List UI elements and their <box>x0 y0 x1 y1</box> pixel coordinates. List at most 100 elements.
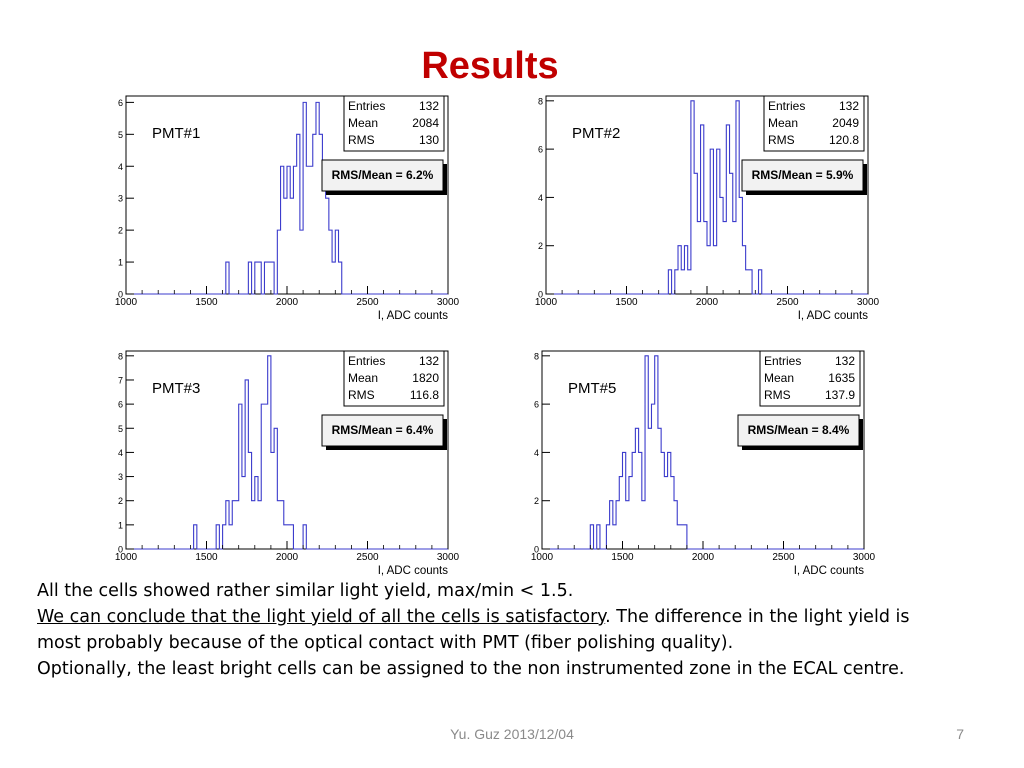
y-tick-label: 5 <box>118 424 123 434</box>
stats-rms-value: 137.9 <box>825 388 855 402</box>
footer-author-date: Yu. Guz 2013/12/04 <box>450 726 574 742</box>
y-tick-label: 8 <box>118 351 123 361</box>
page-number: 7 <box>956 726 964 742</box>
histogram-line <box>542 355 864 550</box>
y-tick-label: 6 <box>534 400 539 410</box>
x-tick-label: 1500 <box>615 297 638 308</box>
x-tick-label: 2000 <box>276 552 299 563</box>
stats-rms-label: RMS <box>348 133 375 147</box>
x-tick-label: 2500 <box>356 297 379 308</box>
annotation-box <box>321 414 444 447</box>
x-tick-label: 1000 <box>115 552 138 563</box>
rms-mean-annotation: RMS/Mean = 6.2% <box>332 168 434 182</box>
histogram-svg: 1000 1500 2000 2500 3000 0 1 2 3 4 5 6 7 8 I, ADC coun… <box>115 350 460 577</box>
stats-entries-value: 132 <box>839 99 859 113</box>
stats-rms-label: RMS <box>764 388 791 402</box>
pmt-label: PMT#5 <box>568 380 616 397</box>
y-tick-label: 3 <box>118 194 123 204</box>
pmt-label: PMT#2 <box>572 125 620 142</box>
stats-mean-value: 1635 <box>828 371 855 385</box>
histogram-svg: 1000 1500 2000 2500 3000 0 1 2 3 4 5 6 I, ADC counts… <box>115 95 460 322</box>
text-line-3: most probably because of the optical con… <box>37 633 734 653</box>
y-tick-label: 6 <box>118 98 123 108</box>
conclusions-text: All the cells showed rather similar ligh… <box>37 578 997 682</box>
x-tick-label: 2000 <box>696 297 719 308</box>
pmt-label: PMT#3 <box>152 380 200 397</box>
y-tick-label: 0 <box>118 290 123 300</box>
stats-mean-label: Mean <box>348 116 378 130</box>
slide-title: Results <box>421 45 559 87</box>
stats-rms-label: RMS <box>348 388 375 402</box>
x-tick-label: 3000 <box>853 552 876 563</box>
x-tick-label: 2500 <box>356 552 379 563</box>
x-tick-label: 3000 <box>857 297 880 308</box>
text-line-2-rest: . The difference in the light yield is <box>605 607 910 627</box>
histogram-svg: 1000 1500 2000 2500 3000 0 2 4 6 8 I, ADC counts PM… <box>531 350 876 577</box>
y-tick-label: 2 <box>118 226 123 236</box>
x-axis-label: I, ADC counts <box>378 565 449 577</box>
stats-box <box>343 95 445 152</box>
y-tick-label: 4 <box>118 448 123 458</box>
pmt-label: PMT#1 <box>152 125 200 142</box>
y-tick-label: 2 <box>118 496 123 506</box>
stats-box <box>759 350 861 407</box>
stats-rms-value: 120.8 <box>829 133 859 147</box>
y-tick-label: 4 <box>534 448 539 458</box>
stats-rms-value: 116.8 <box>410 388 439 402</box>
underlined-conclusion: We can conclude that the light yield of … <box>37 607 606 627</box>
x-tick-label: 1500 <box>611 552 634 563</box>
y-tick-label: 0 <box>538 290 543 300</box>
stats-rms-value: 130 <box>419 133 439 147</box>
stats-entries-label: Entries <box>768 99 805 113</box>
stats-mean-label: Mean <box>768 116 798 130</box>
rms-mean-annotation: RMS/Mean = 8.4% <box>748 423 850 437</box>
x-tick-label: 1500 <box>195 552 218 563</box>
histogram-line <box>126 355 448 550</box>
y-tick-label: 5 <box>118 130 123 140</box>
x-tick-label: 1500 <box>195 297 218 308</box>
x-axis-label: I, ADC counts <box>378 310 449 322</box>
y-tick-label: 7 <box>118 375 123 385</box>
text-line-1: All the cells showed rather similar ligh… <box>37 581 574 601</box>
annotation-box <box>741 159 864 192</box>
x-axis-label: I, ADC counts <box>798 310 869 322</box>
stats-box <box>763 95 865 152</box>
rms-mean-annotation: RMS/Mean = 5.9% <box>752 168 854 182</box>
x-tick-label: 1000 <box>531 552 554 563</box>
x-tick-label: 3000 <box>437 297 460 308</box>
rms-mean-annotation: RMS/Mean = 6.4% <box>332 423 434 437</box>
stats-mean-value: 2084 <box>412 116 439 130</box>
stats-entries-value: 132 <box>419 99 439 113</box>
stats-rms-label: RMS <box>768 133 795 147</box>
y-tick-label: 6 <box>538 145 543 155</box>
text-line-4: Optionally, the least bright cells can b… <box>37 659 905 679</box>
stats-mean-label: Mean <box>348 371 378 385</box>
stats-entries-value: 132 <box>835 354 855 368</box>
histogram-pmt5: 1000 1500 2000 2500 3000 0 2 4 6 8 I, ADC counts PM… <box>516 341 876 581</box>
stats-entries-value: 132 <box>419 354 439 368</box>
y-tick-label: 1 <box>118 520 123 530</box>
annotation-box <box>321 159 444 192</box>
x-tick-label: 2500 <box>776 297 799 308</box>
stats-entries-label: Entries <box>348 99 385 113</box>
x-tick-label: 2000 <box>692 552 715 563</box>
y-tick-label: 0 <box>534 545 539 555</box>
histogram-pmt2: 1000 1500 2000 2500 3000 0 2 4 6 8 I, ADC counts PM… <box>520 86 880 326</box>
y-tick-label: 1 <box>118 258 123 268</box>
annotation-box <box>737 414 860 447</box>
histogram-pmt1: 1000 1500 2000 2500 3000 0 1 2 3 4 5 6 I, ADC counts… <box>100 86 460 326</box>
y-tick-label: 0 <box>118 545 123 555</box>
y-tick-label: 4 <box>538 193 543 203</box>
y-tick-label: 8 <box>538 96 543 106</box>
stats-box <box>343 350 445 407</box>
stats-entries-label: Entries <box>348 354 385 368</box>
stats-entries-label: Entries <box>764 354 801 368</box>
stats-mean-value: 1820 <box>412 371 439 385</box>
histogram-line <box>546 100 868 295</box>
y-tick-label: 8 <box>534 351 539 361</box>
x-axis-label: I, ADC counts <box>794 565 865 577</box>
x-tick-label: 1000 <box>115 297 138 308</box>
y-tick-label: 3 <box>118 472 123 482</box>
stats-mean-value: 2049 <box>832 116 859 130</box>
x-tick-label: 3000 <box>437 552 460 563</box>
